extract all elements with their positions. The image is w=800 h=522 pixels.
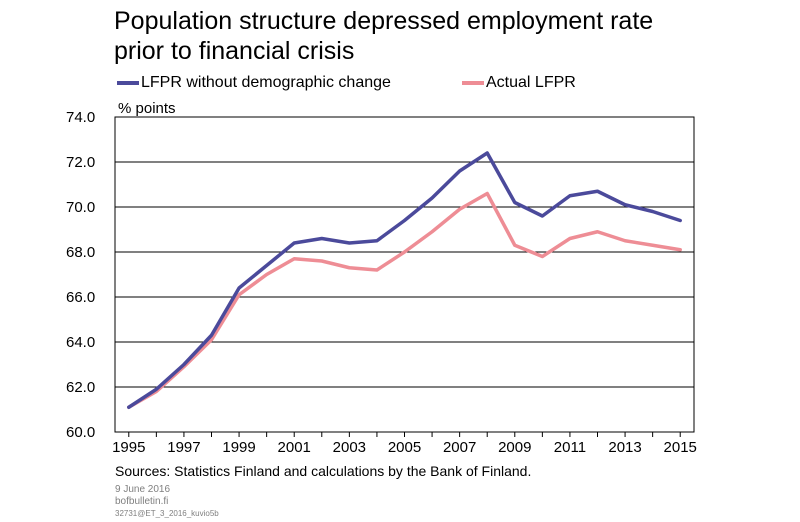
y-tick-label: 74.0 [66,109,95,126]
x-tick-label: 2009 [498,439,531,456]
y-tick-label: 66.0 [66,289,95,306]
chart-title-line-1: Population structure depressed employmen… [114,7,654,35]
footer-date: 9 June 2016 [115,484,171,495]
series-line-1 [127,151,682,409]
legend-swatch-series-2 [462,81,484,85]
legend-label-series-1: LFPR without demographic change [141,74,391,91]
y-tick-label: 62.0 [66,379,95,396]
x-tick-label: 2005 [388,439,421,456]
x-tick-label: 2015 [664,439,697,456]
footer-code: 32731@ET_3_2016_kuvio5b [115,509,219,518]
x-tick-label: 1997 [167,439,200,456]
chart-title-line-2: prior to financial crisis [114,37,355,65]
x-tick-label: 2003 [333,439,366,456]
legend-item-series-2: Actual LFPR [462,73,576,93]
x-tick-label: 2001 [278,439,311,456]
legend-label-series-2: Actual LFPR [486,74,576,91]
plot-frame [114,116,695,433]
chart-title: Population structure depressed employmen… [114,6,653,66]
legend-item-series-1: LFPR without demographic change [117,73,391,93]
x-tick-label: 1999 [222,439,255,456]
y-axis-unit-label: % points [118,100,176,117]
source-note: Sources: Statistics Finland and calculat… [115,463,532,479]
y-tick-label: 68.0 [66,244,95,261]
x-tick-label: 2013 [608,439,641,456]
x-tick-label: 2011 [554,439,586,456]
series-line-2 [127,191,682,409]
y-tick-label: 64.0 [66,334,95,351]
y-tick-label: 60.0 [66,424,95,441]
footer-site: bofbulletin.fi [115,496,169,507]
x-tick-label: 1995 [112,439,145,456]
legend-swatch-series-1 [117,81,139,85]
y-tick-label: 70.0 [66,199,95,216]
x-tick-label: 2007 [443,439,476,456]
y-tick-label: 72.0 [66,154,95,171]
